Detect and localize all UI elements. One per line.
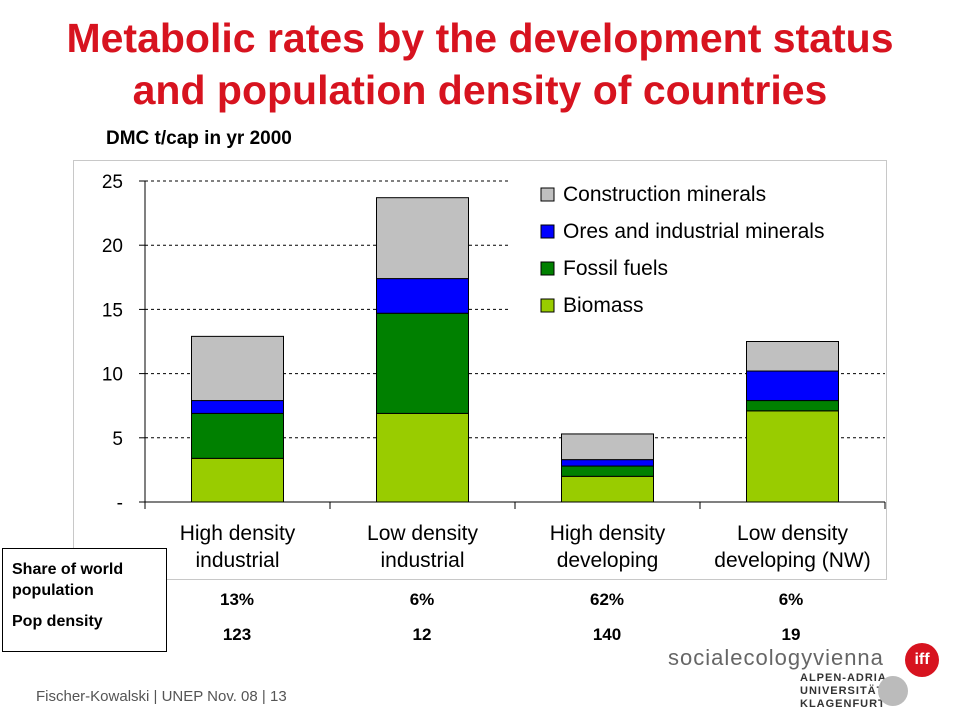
bar-ores-and-industrial-minerals-2 (376, 278, 469, 314)
legend-swatch (540, 298, 555, 313)
bar-fossil-fuels-2 (376, 312, 469, 414)
y-tick-label: 10 (102, 365, 123, 386)
density-value-1: 123 (222, 625, 252, 644)
bar-biomass-4 (746, 410, 839, 503)
row-label-box: Share of world population Pop density (2, 548, 167, 652)
x-category-label: industrial (195, 549, 279, 572)
x-category-label: developing (557, 549, 659, 572)
y-tick-label: - (117, 493, 123, 514)
social-ecology-logo: socialecologyvienna (668, 645, 884, 670)
slide-title: Metabolic rates by the development statu… (0, 12, 960, 116)
legend-swatch (540, 224, 555, 239)
legend-swatch (540, 261, 555, 276)
university-line3: KLAGENFURT (800, 698, 886, 710)
y-tick-label: 15 (102, 300, 123, 321)
x-category-label: High density (550, 522, 666, 545)
bar-ores-and-industrial-minerals-3 (561, 459, 654, 467)
share-label-line2: population (12, 582, 94, 599)
bar-ores-and-industrial-minerals-4 (746, 370, 839, 402)
slide-title-line1: Metabolic rates by the development statu… (66, 15, 894, 61)
x-category-label: High density (180, 522, 296, 545)
bar-biomass-1 (191, 457, 284, 503)
density-value-2: 12 (412, 625, 432, 644)
bar-fossil-fuels-1 (191, 412, 284, 459)
share-value-3: 62% (589, 590, 625, 609)
bar-construction-minerals-1 (191, 335, 284, 402)
bar-ores-and-industrial-minerals-1 (191, 400, 284, 414)
y-tick-label: 5 (112, 429, 123, 450)
density-value-4: 19 (781, 625, 801, 644)
university-emblem-icon (878, 676, 908, 706)
university-line1: ALPEN-ADRIA (800, 672, 887, 684)
legend-label: Construction minerals (563, 183, 766, 206)
y-tick-label: 20 (102, 236, 123, 257)
chart-subtitle: DMC t/cap in yr 2000 (106, 128, 292, 149)
university-line2: UNIVERSITÄT (800, 685, 885, 697)
slide-title-line2: and population density of countries (132, 67, 828, 113)
x-category-label: Low density (737, 522, 848, 545)
bar-construction-minerals-2 (376, 197, 469, 280)
legend-swatch (540, 187, 555, 202)
density-value-3: 140 (592, 625, 622, 644)
bar-biomass-3 (561, 475, 654, 503)
x-category-label: developing (NW) (714, 549, 870, 572)
legend-label: Biomass (563, 294, 644, 317)
bar-construction-minerals-3 (561, 433, 654, 461)
y-tick-label: 25 (102, 172, 123, 193)
share-value-1: 13% (219, 590, 255, 609)
legend-label: Ores and industrial minerals (563, 220, 824, 243)
x-category-label: Low density (367, 522, 478, 545)
iff-logo: iff (905, 643, 939, 677)
x-category-label: industrial (380, 549, 464, 572)
legend-box (510, 180, 885, 319)
share-value-4: 6% (778, 590, 804, 609)
footer-text: Fischer-Kowalski | UNEP Nov. 08 | 13 (36, 688, 287, 705)
bar-construction-minerals-4 (746, 341, 839, 372)
bar-fossil-fuels-3 (561, 465, 654, 477)
density-label: Pop density (12, 613, 103, 630)
bar-biomass-2 (376, 412, 469, 503)
bar-fossil-fuels-4 (746, 400, 839, 412)
legend-label: Fossil fuels (563, 257, 668, 280)
share-label-line1: Share of world (12, 561, 124, 578)
university-logo-text: ALPEN-ADRIA UNIVERSITÄT KLAGENFURT (800, 672, 887, 711)
share-value-2: 6% (409, 590, 435, 609)
